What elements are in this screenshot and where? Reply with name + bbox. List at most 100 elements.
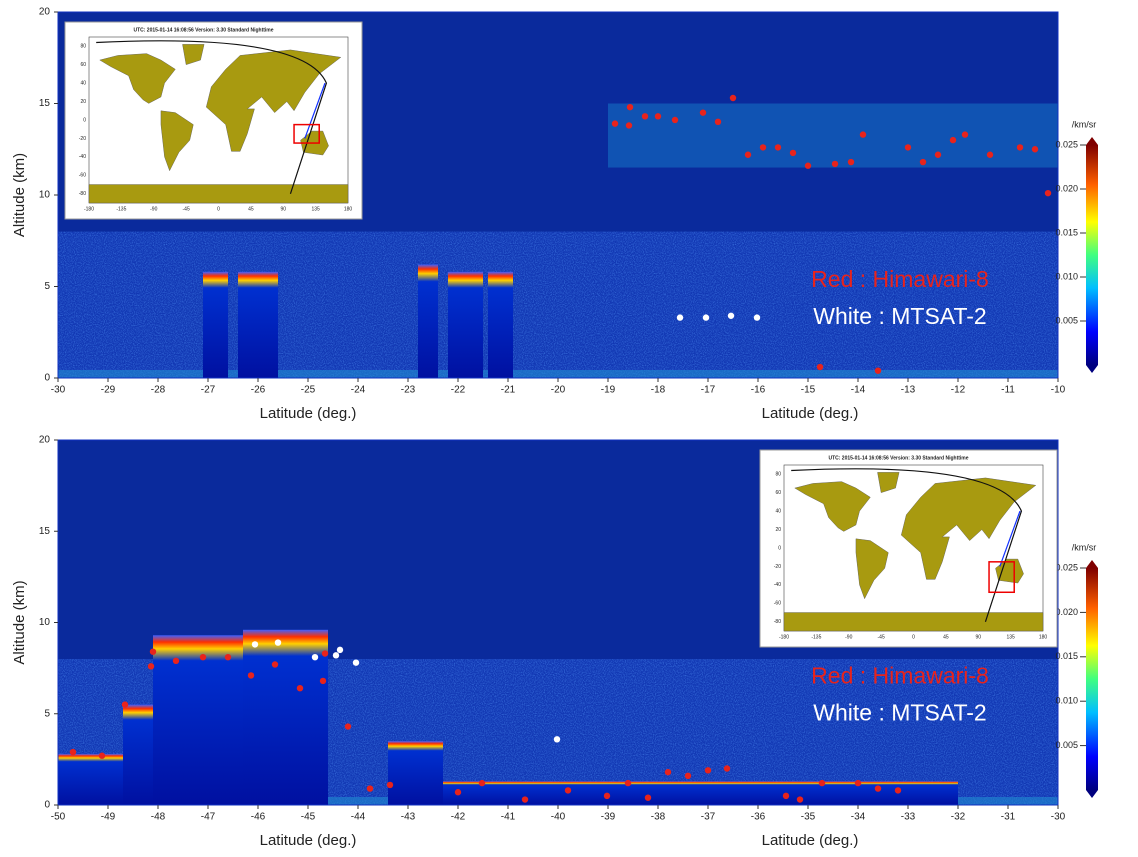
y-tick-label: 0 bbox=[44, 800, 50, 811]
x-tick-label: -42 bbox=[451, 812, 466, 823]
data-point bbox=[654, 113, 662, 120]
y-tick-label: 20 bbox=[39, 7, 51, 18]
y-tick-label: 10 bbox=[39, 190, 51, 201]
x-axis-label: Latitude (deg.) bbox=[260, 405, 357, 422]
x-tick-label: -38 bbox=[651, 812, 666, 823]
x-tick-label: -50 bbox=[51, 812, 66, 823]
data-point bbox=[611, 120, 619, 127]
x-tick-label: -36 bbox=[751, 812, 766, 823]
inset-y-tick-label: 60 bbox=[775, 490, 781, 496]
data-point bbox=[847, 158, 855, 166]
data-point bbox=[782, 792, 790, 800]
orbit-track bbox=[791, 468, 1023, 622]
land bbox=[783, 612, 1044, 632]
x-tick-label: -16 bbox=[751, 385, 766, 396]
x-tick-label: -11 bbox=[1001, 385, 1015, 396]
x-tick-label: -21 bbox=[501, 385, 516, 396]
region-box bbox=[293, 123, 320, 144]
data-point bbox=[949, 136, 957, 144]
x-tick-label: -40 bbox=[551, 812, 566, 823]
data-point bbox=[934, 151, 942, 158]
x-tick-label: -22 bbox=[451, 385, 466, 396]
land bbox=[794, 481, 871, 532]
data-point bbox=[818, 779, 826, 787]
data-point bbox=[247, 672, 255, 679]
inset-x-tick-label: -90 bbox=[845, 634, 852, 640]
data-point bbox=[894, 787, 902, 794]
data-point bbox=[296, 685, 304, 692]
inset-y-tick-label: 0 bbox=[778, 545, 781, 551]
x-axis-label: Latitude (deg.) bbox=[260, 832, 357, 849]
x-tick-label: -15 bbox=[801, 385, 816, 396]
y-tick-label: 20 bbox=[39, 435, 51, 446]
x-tick-label: -34 bbox=[851, 812, 866, 823]
x-tick-label: -39 bbox=[601, 812, 616, 823]
y-tick-label: 10 bbox=[39, 617, 51, 628]
cloud bbox=[123, 704, 153, 805]
x-tick-label: -23 bbox=[401, 385, 416, 396]
y-tick-label: 5 bbox=[44, 708, 50, 719]
inset-x-tick-label: -45 bbox=[878, 634, 885, 640]
land bbox=[99, 53, 176, 104]
inset-title: UTC: 2015-01-14 16:08:56 Version: 3.30 S… bbox=[133, 27, 273, 33]
data-point bbox=[684, 772, 692, 779]
inset-y-tick-label: -80 bbox=[774, 619, 781, 625]
data-point bbox=[521, 796, 529, 803]
data-point bbox=[224, 653, 232, 661]
data-point bbox=[874, 367, 882, 374]
data-point bbox=[1044, 189, 1052, 197]
x-tick-label: -17 bbox=[701, 385, 716, 396]
inset-x-tick-label: -135 bbox=[116, 206, 126, 212]
x-tick-label: -24 bbox=[351, 385, 366, 396]
data-point bbox=[699, 109, 707, 116]
colorbar-tick-label: 0.015 bbox=[1055, 227, 1078, 237]
colorbar-tick-label: 0.020 bbox=[1055, 183, 1078, 193]
legend-entry: White : MTSAT-2 bbox=[813, 303, 986, 329]
colorbar-label: /km/sr bbox=[1072, 542, 1097, 552]
colorbar-arrow bbox=[1086, 560, 1098, 568]
inset-y-tick-label: 20 bbox=[80, 99, 86, 105]
land bbox=[855, 538, 889, 600]
orbit-track bbox=[96, 40, 328, 194]
y-axis-label: Altitude (km) bbox=[11, 580, 28, 664]
cloud bbox=[488, 271, 513, 378]
data-point bbox=[271, 661, 279, 668]
data-point bbox=[332, 652, 340, 659]
cloud bbox=[418, 264, 438, 378]
inset-x-tick-label: 90 bbox=[975, 634, 981, 640]
data-point bbox=[729, 94, 737, 102]
colorbar-tick-label: 0.010 bbox=[1055, 271, 1078, 281]
data-point bbox=[774, 144, 782, 151]
x-tick-label: -14 bbox=[851, 385, 866, 396]
data-point bbox=[626, 103, 634, 111]
data-point bbox=[704, 767, 712, 774]
inset-x-tick-label: 45 bbox=[248, 206, 254, 212]
data-point bbox=[744, 151, 752, 158]
data-point bbox=[702, 314, 710, 321]
x-tick-label: -26 bbox=[251, 385, 266, 396]
region-box bbox=[988, 561, 1015, 594]
data-point bbox=[274, 639, 282, 646]
data-point bbox=[804, 162, 812, 169]
cloud bbox=[608, 103, 1058, 168]
cloud bbox=[58, 753, 123, 805]
data-point bbox=[714, 118, 722, 126]
land bbox=[182, 44, 205, 65]
data-point bbox=[147, 663, 155, 670]
surface bbox=[58, 370, 1058, 378]
cloud bbox=[388, 741, 443, 805]
data-point bbox=[854, 779, 862, 787]
colorbar-tick-label: 0.020 bbox=[1055, 607, 1078, 617]
x-tick-label: -31 bbox=[1001, 812, 1016, 823]
x-tick-label: -48 bbox=[151, 812, 166, 823]
inset-x-tick-label: -90 bbox=[150, 206, 157, 212]
data-point bbox=[1016, 144, 1024, 151]
inset-y-tick-label: -60 bbox=[79, 173, 86, 179]
orbit-segment bbox=[304, 82, 326, 139]
orbit-segment bbox=[999, 510, 1021, 567]
x-tick-label: -29 bbox=[101, 385, 116, 396]
inset-y-tick-label: -40 bbox=[774, 582, 781, 588]
cloud bbox=[153, 635, 243, 805]
inset-y-tick-label: -60 bbox=[774, 601, 781, 607]
